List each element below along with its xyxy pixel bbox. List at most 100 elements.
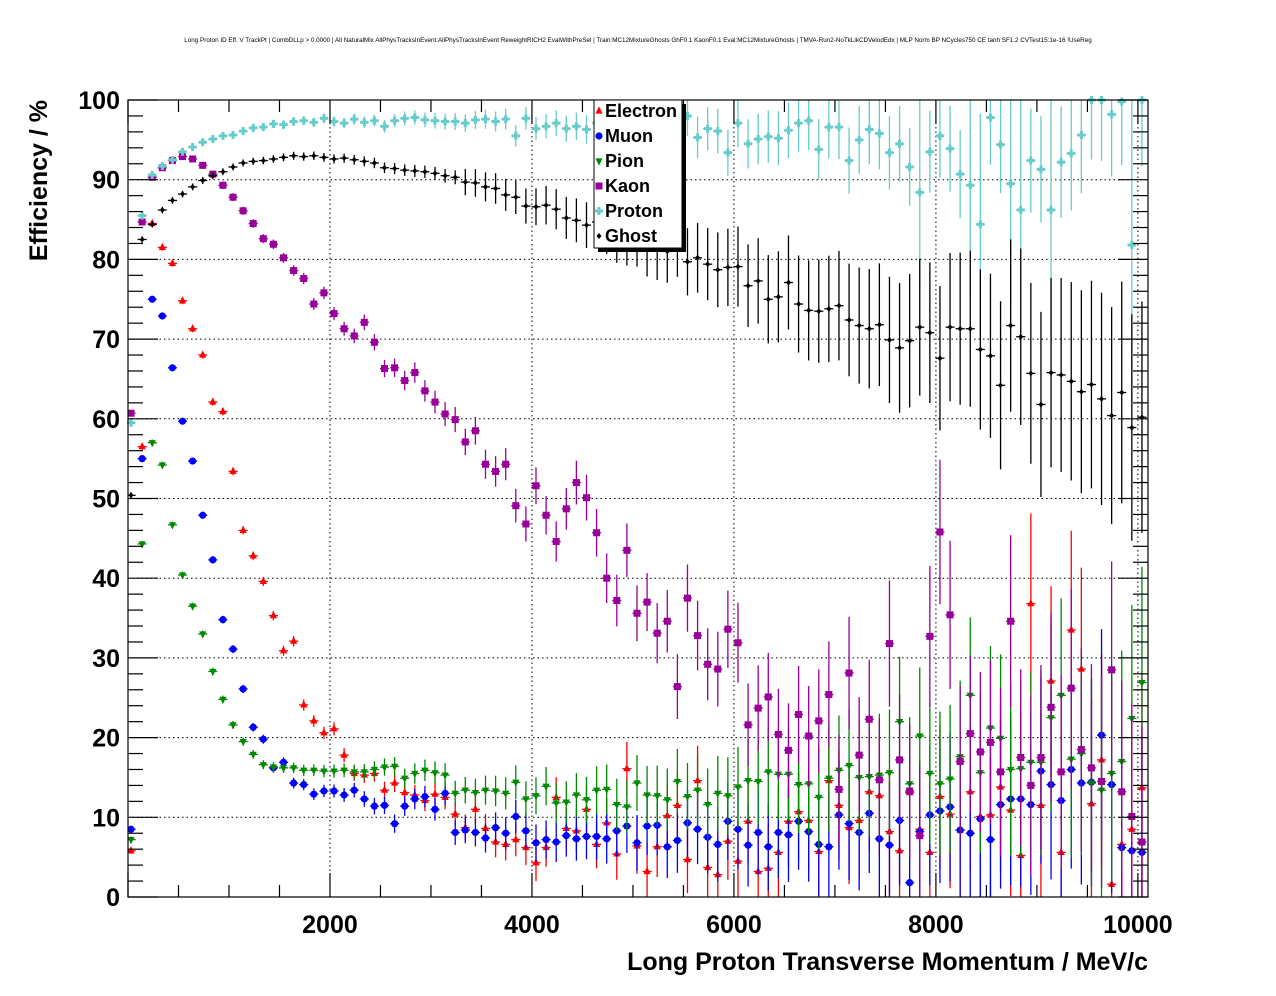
data-point xyxy=(380,764,389,772)
data-point xyxy=(493,185,499,192)
cross-v xyxy=(696,133,700,142)
data-point xyxy=(522,796,530,804)
data-point xyxy=(431,789,439,797)
data-point xyxy=(572,792,580,800)
data-point xyxy=(754,778,762,787)
data-point xyxy=(229,466,237,475)
data-point xyxy=(633,780,641,788)
data-point xyxy=(281,154,287,161)
cross-v xyxy=(988,113,992,122)
legend-label-ghost: Ghost xyxy=(605,226,657,246)
data-point xyxy=(310,790,318,798)
x-tick-label: 10000 xyxy=(1103,911,1173,939)
data-point xyxy=(360,769,368,777)
data-point xyxy=(512,835,520,843)
data-point xyxy=(946,611,954,619)
data-point xyxy=(1127,241,1136,250)
data-point xyxy=(199,631,207,639)
data-point xyxy=(451,809,459,817)
data-point xyxy=(209,668,217,677)
data-point xyxy=(1078,388,1084,395)
data-point xyxy=(290,779,298,787)
data-point xyxy=(471,828,480,837)
data-point xyxy=(471,427,479,435)
data-point xyxy=(745,282,751,289)
data-point xyxy=(784,831,793,839)
data-point xyxy=(1057,158,1066,167)
data-point xyxy=(127,837,135,845)
data-point xyxy=(189,324,197,332)
data-point xyxy=(431,398,439,406)
data-point xyxy=(279,120,288,129)
data-point xyxy=(653,629,661,637)
data-point xyxy=(906,879,914,887)
data-point xyxy=(613,597,621,605)
data-point xyxy=(461,119,470,128)
data-point xyxy=(513,194,519,201)
data-point xyxy=(522,827,530,835)
data-point xyxy=(998,382,1004,389)
data-point xyxy=(199,161,207,169)
data-point xyxy=(825,691,833,699)
data-point xyxy=(1047,703,1055,711)
data-point xyxy=(301,153,307,160)
data-point xyxy=(693,825,702,833)
data-point xyxy=(724,793,732,801)
data-point xyxy=(755,277,761,284)
data-point xyxy=(310,300,318,308)
cross-v xyxy=(504,115,508,124)
cross-v xyxy=(231,131,235,140)
data-point xyxy=(471,115,480,124)
cross-v xyxy=(1049,205,1053,214)
x-tick-label: 8000 xyxy=(908,911,964,939)
data-point xyxy=(269,611,278,619)
data-point xyxy=(502,460,510,468)
data-point xyxy=(127,825,135,833)
data-point xyxy=(158,242,166,251)
cross-v xyxy=(160,162,164,171)
data-point xyxy=(845,669,853,677)
data-point xyxy=(714,665,722,673)
legend: Electron Muon Pion Kaon Proton Ghost xyxy=(593,99,686,252)
data-point xyxy=(865,125,874,134)
data-point xyxy=(431,116,440,125)
data-point xyxy=(915,188,924,197)
data-point xyxy=(523,203,529,210)
legend-marker-electron xyxy=(595,106,603,114)
legend-marker-muon xyxy=(595,132,603,140)
data-point xyxy=(794,119,803,128)
data-point xyxy=(279,646,288,654)
data-point xyxy=(926,770,934,779)
data-point xyxy=(199,511,207,519)
data-point xyxy=(957,325,963,332)
cross-v xyxy=(958,170,962,179)
data-point xyxy=(1107,110,1116,119)
data-point xyxy=(715,266,721,273)
data-point xyxy=(138,218,146,226)
data-point xyxy=(190,183,196,190)
data-point xyxy=(845,156,854,165)
legend-label-proton: Proton xyxy=(605,201,663,221)
data-point xyxy=(421,792,429,801)
data-point xyxy=(673,778,681,787)
data-point xyxy=(885,841,894,849)
data-point xyxy=(168,155,177,164)
data-point xyxy=(239,738,247,747)
cross-v xyxy=(524,114,528,123)
cross-v xyxy=(938,131,942,140)
cross-v xyxy=(968,181,972,190)
data-point xyxy=(1067,149,1076,158)
cross-v xyxy=(564,124,568,133)
data-point xyxy=(845,820,853,828)
cross-v xyxy=(129,418,133,427)
data-point xyxy=(360,318,368,326)
data-point xyxy=(411,770,419,779)
cross-v xyxy=(978,220,982,229)
data-point xyxy=(391,763,399,771)
data-point xyxy=(633,839,641,847)
cross-v xyxy=(271,119,275,128)
data-point xyxy=(219,616,227,624)
data-point xyxy=(210,172,216,179)
data-point xyxy=(492,824,500,832)
data-point xyxy=(229,722,237,730)
